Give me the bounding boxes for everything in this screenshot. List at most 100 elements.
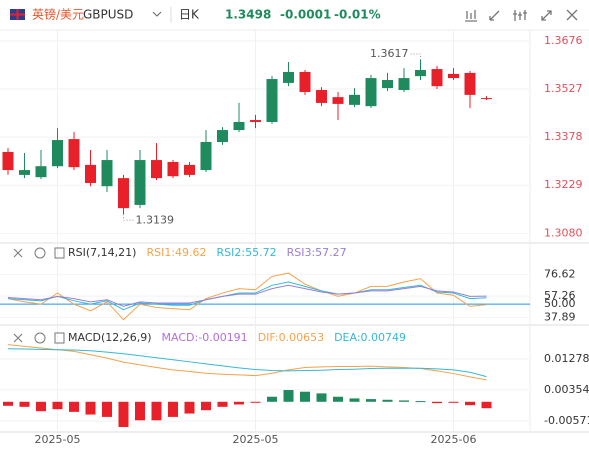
candle-body (332, 97, 344, 104)
y-tick-label: -0.00571 (544, 414, 589, 427)
collapse-icon (13, 333, 23, 343)
macd-bar (448, 401, 459, 403)
macd-bar (432, 401, 442, 404)
candle-body (365, 78, 377, 107)
x-tick-label: 2025-06 (431, 433, 477, 446)
candle-body (167, 161, 179, 177)
visibility-icon (34, 247, 46, 259)
candle-body (448, 73, 459, 79)
macd-bar (118, 401, 129, 427)
max-annotation: 1.3617 (370, 47, 409, 60)
macd-bar (3, 401, 13, 406)
macd-bar (135, 401, 145, 421)
indicator-line (7, 281, 487, 311)
legend-entry: DEA:0.00749 (334, 331, 406, 344)
symbol-code: GBPUSD (83, 8, 133, 22)
settings-button[interactable] (566, 9, 578, 21)
candle-body (2, 151, 14, 171)
candle-body (134, 160, 146, 205)
candle-body (19, 170, 30, 175)
macd-bar (151, 401, 162, 421)
price: 1.3498 (225, 8, 271, 22)
macd-bar (316, 393, 327, 402)
macd-bar (415, 401, 426, 403)
pane-header: RSI(7,14,21) RSI1:49.62 RSI2:55.72 RSI3:57.… (13, 246, 347, 259)
candle-body (481, 98, 492, 100)
macd-bar (102, 401, 112, 417)
indicator-button[interactable] (465, 10, 477, 22)
candle-body (151, 160, 162, 179)
visibility-icon (34, 332, 46, 344)
candle-body (217, 130, 228, 142)
candle-body (398, 78, 410, 91)
collapse-icon (13, 248, 23, 258)
min-annotation: 1.3139 (136, 213, 175, 226)
candle-body (184, 164, 195, 175)
candle-body (250, 120, 261, 122)
macd-bar (69, 401, 79, 412)
candle-body (415, 70, 426, 77)
candle-body (35, 166, 47, 178)
macd-bar (168, 401, 178, 417)
y-tick-label: 57.26 (544, 289, 576, 302)
y-tick-label: 1.3527 (544, 82, 583, 95)
y-tick-label: 0.00354 (544, 383, 589, 396)
macd-bar (399, 400, 409, 402)
settings-icon (54, 332, 65, 344)
macd-bar (217, 401, 228, 407)
macd-bar (349, 398, 360, 402)
candle-body (200, 141, 212, 171)
candle-body (68, 139, 80, 168)
macd-bar (283, 390, 294, 402)
fullscreen-button[interactable] (541, 10, 552, 21)
change-pct: -0.01% (334, 8, 381, 22)
draw-button[interactable] (489, 10, 500, 21)
dropdown-icon[interactable] (152, 11, 162, 17)
annotation-leader (410, 53, 421, 61)
indicator-line (7, 284, 487, 307)
y-tick-label: 1.3229 (544, 178, 583, 191)
y-tick-label: 1.3080 (544, 226, 583, 239)
candle-body (52, 140, 63, 167)
toolbar: 英镑/美元 GBPUSD 日K 1.3498 -0.0001 -0.01% (0, 7, 589, 31)
macd-bar (481, 401, 492, 409)
candle-body (101, 160, 113, 187)
legend-entry: MACD:-0.00191 (162, 331, 248, 344)
candle-body (266, 79, 278, 122)
chart-type-button[interactable] (513, 10, 527, 21)
macd-bar (201, 401, 211, 411)
y-tick-label: 1.3378 (544, 130, 583, 143)
macd-bar (366, 399, 376, 402)
x-tick-label: 2025-05 (233, 433, 279, 446)
indicator-line (7, 348, 487, 378)
symbol-name[interactable]: 英镑/美元 (32, 7, 84, 22)
y-tick-label: 1.3676 (544, 34, 583, 47)
indicator-line (7, 272, 487, 321)
macd-bar (267, 396, 277, 402)
macd-bar (333, 396, 343, 402)
candle-body (299, 71, 311, 92)
macd-bar (184, 401, 195, 414)
candle-body (349, 94, 360, 105)
indicator-line (7, 344, 487, 381)
legend-entry: RSI3:57.27 (287, 246, 347, 259)
change: -0.0001 (280, 8, 331, 22)
macd-bar (465, 401, 475, 406)
y-tick-label: 0.01278 (544, 352, 589, 365)
macd-bar (234, 401, 244, 405)
settings-icon (54, 247, 65, 259)
candle-body (233, 121, 245, 131)
candle-body (118, 178, 129, 209)
y-tick-label: 76.62 (544, 268, 576, 281)
macd-bar (250, 401, 261, 403)
period[interactable]: 日K (179, 8, 200, 22)
macd-bar (36, 401, 46, 412)
macd-bar (300, 391, 310, 402)
y-tick-label: 50.00 (544, 297, 576, 310)
annotation-leader (123, 214, 134, 221)
y-tick-label: 37.89 (544, 311, 576, 324)
indicator-title: RSI(7,14,21) (68, 246, 136, 259)
candle-body (464, 72, 476, 95)
x-tick-label: 2025-05 (35, 433, 81, 446)
